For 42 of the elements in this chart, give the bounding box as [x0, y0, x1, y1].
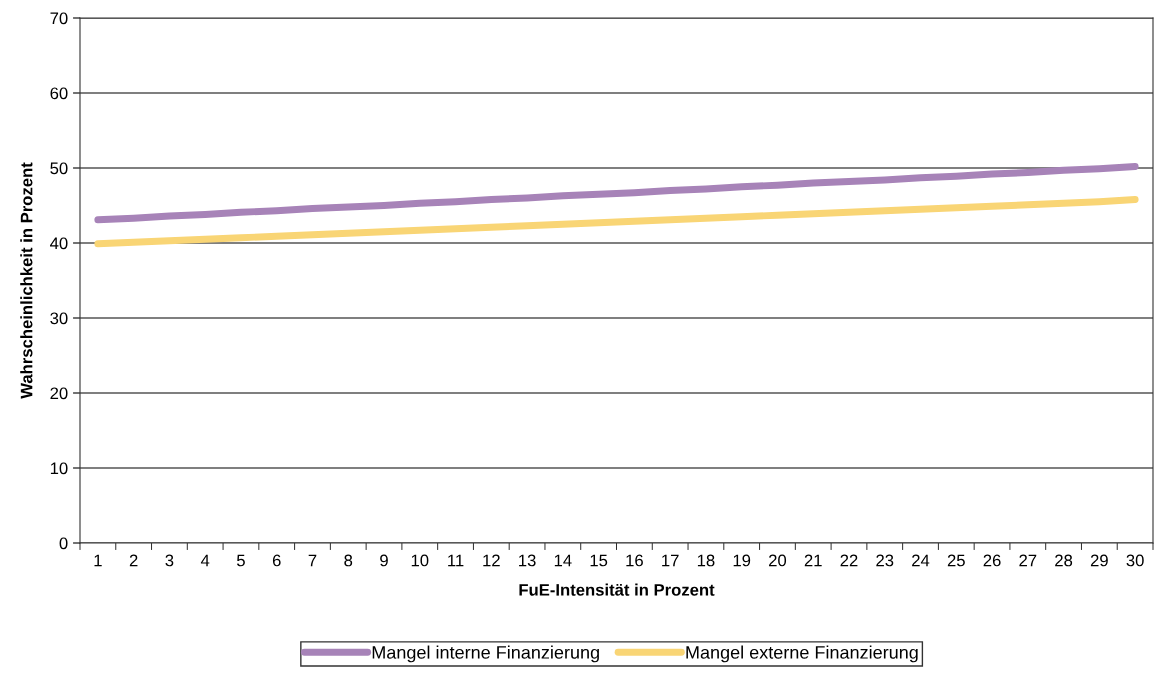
x-tick-label: 25	[947, 554, 965, 567]
x-tick-label: 7	[308, 554, 317, 567]
x-tick-label: 10	[411, 554, 429, 567]
x-tick-label: 19	[733, 554, 751, 567]
x-tick-label: 29	[1090, 554, 1108, 567]
x-tick-label: 12	[483, 554, 500, 567]
x-axis-title: FuE-Intensität in Prozent	[519, 583, 715, 596]
y-tick-label: 30	[50, 312, 68, 325]
x-tick-label: 24	[912, 554, 930, 567]
x-tick-label: 16	[626, 554, 643, 567]
x-tick-label: 23	[876, 554, 894, 567]
y-tick-label: 10	[50, 462, 68, 475]
y-tick-label: 70	[50, 12, 68, 25]
y-tick-label: 50	[50, 162, 68, 175]
x-tick-label: 3	[165, 554, 174, 567]
x-tick-label: 17	[662, 554, 679, 567]
x-tick-label: 8	[344, 554, 353, 567]
x-tick-label: 9	[380, 554, 388, 567]
legend-label: Mangel externe Finanzierung	[686, 645, 918, 663]
y-tick-label: 60	[50, 87, 68, 100]
x-tick-label: 13	[519, 554, 536, 567]
y-tick-label: 20	[50, 387, 68, 400]
x-tick-label: 30	[1126, 554, 1144, 567]
x-tick-label: 20	[769, 554, 787, 567]
x-tick-label: 11	[448, 554, 464, 567]
y-tick-label: 0	[59, 537, 68, 550]
x-tick-label: 2	[129, 554, 138, 567]
x-tick-label: 27	[1019, 554, 1037, 567]
y-tick-label: 40	[50, 237, 68, 250]
x-tick-label: 21	[804, 554, 822, 567]
x-tick-label: 14	[554, 554, 572, 567]
x-tick-label: 5	[236, 554, 245, 567]
x-tick-label: 18	[697, 554, 715, 567]
x-tick-label: 4	[200, 554, 210, 567]
x-tick-label: 1	[94, 554, 102, 567]
x-tick-label: 15	[590, 554, 608, 567]
x-tick-label: 22	[840, 554, 858, 567]
x-tick-label: 26	[983, 554, 1001, 567]
y-axis-title: Wahrscheinlichkeit in Prozent	[20, 162, 33, 399]
x-tick-label: 6	[272, 554, 281, 567]
x-tick-label: 28	[1055, 554, 1073, 567]
legend-label: Mangel interne Finanzierung	[372, 645, 599, 663]
